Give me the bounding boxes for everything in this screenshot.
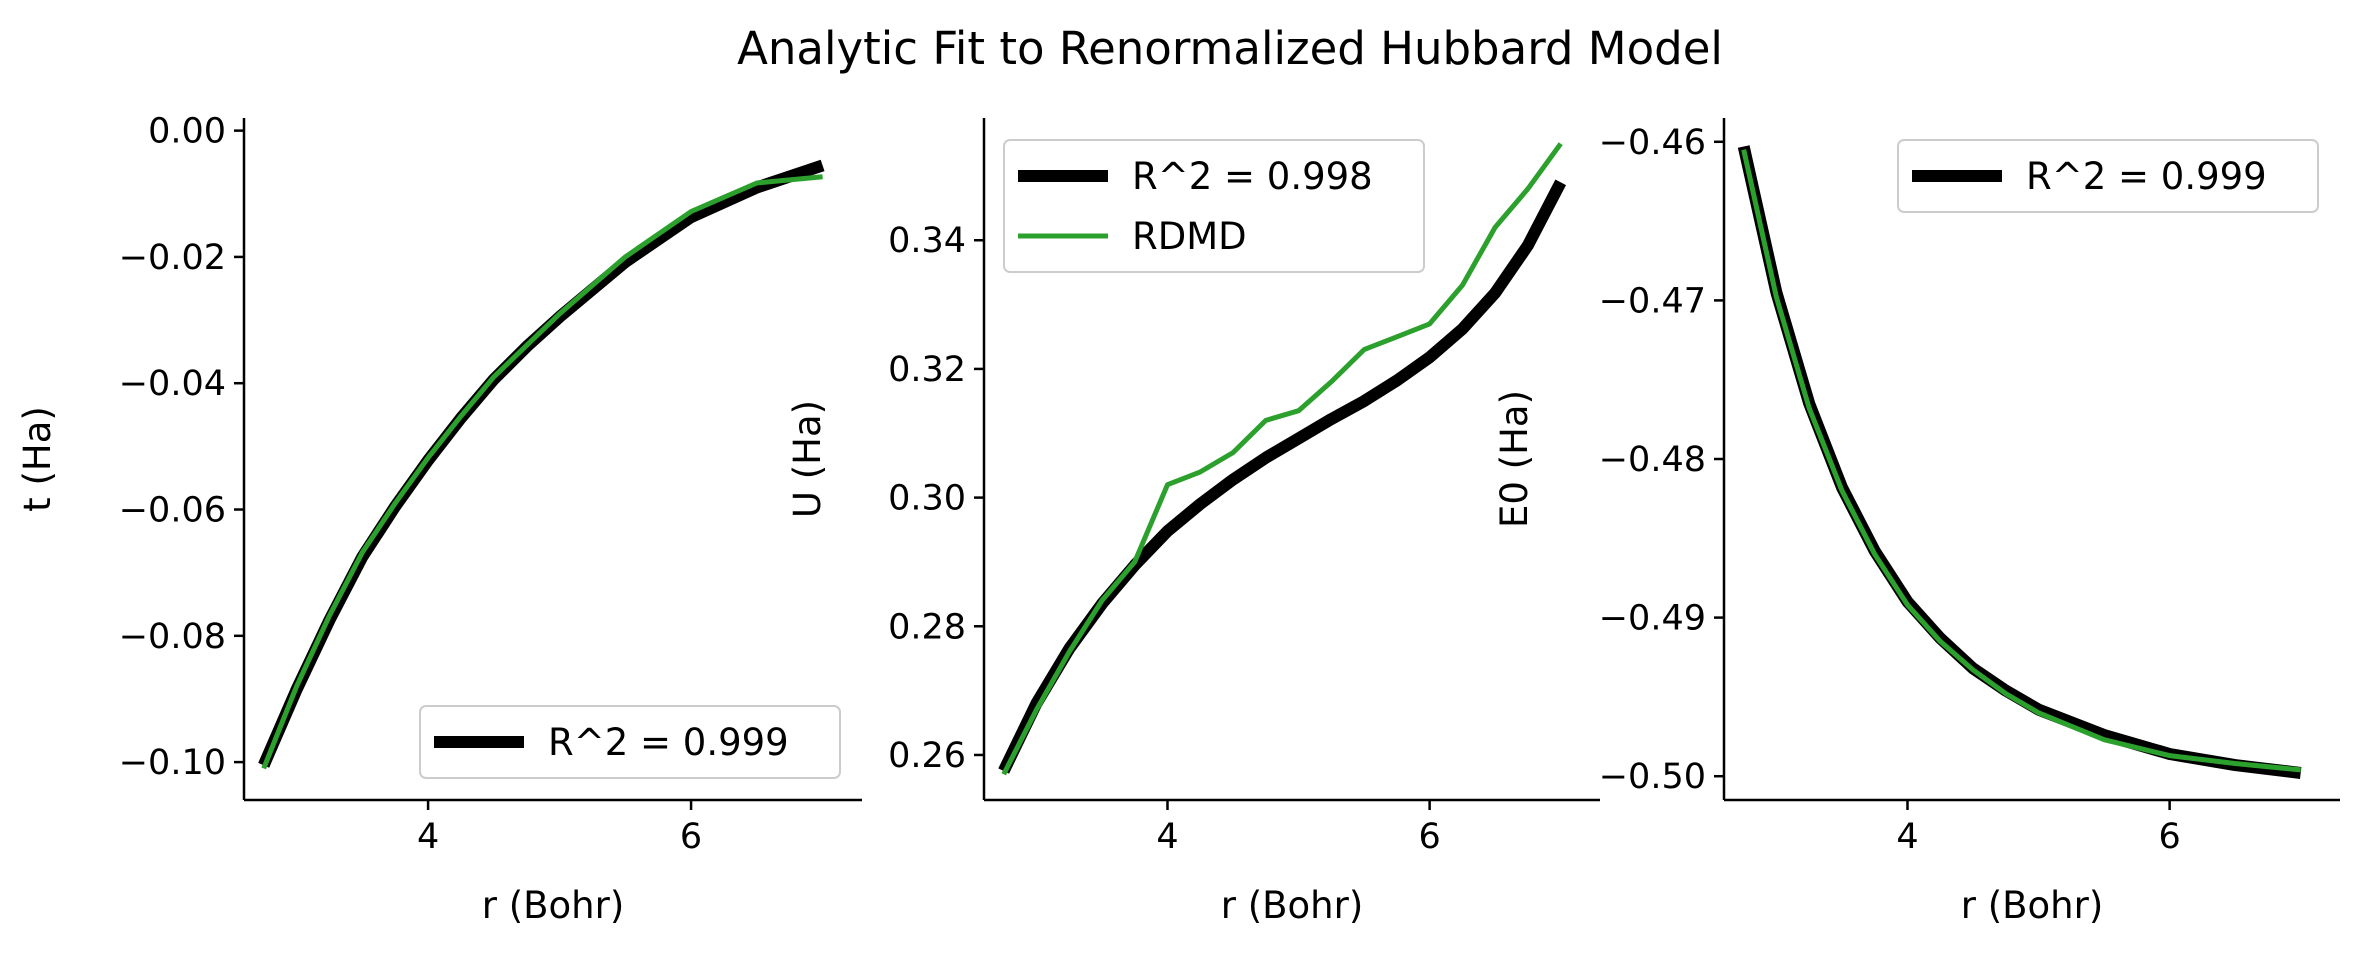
legend-label: R^2 = 0.999 bbox=[2026, 155, 2267, 198]
y-tick-label: −0.02 bbox=[119, 238, 226, 278]
y-tick-label: −0.10 bbox=[119, 743, 226, 783]
x-tick-label: 4 bbox=[417, 817, 439, 857]
legend-label: RDMD bbox=[1132, 215, 1247, 258]
x-axis-label: r (Bohr) bbox=[482, 884, 625, 927]
x-axis-label: r (Bohr) bbox=[1961, 884, 2104, 927]
x-tick-label: 6 bbox=[680, 817, 702, 857]
y-tick-label: −0.49 bbox=[1599, 599, 1706, 639]
y-tick-label: −0.50 bbox=[1599, 757, 1706, 797]
y-tick-label: −0.08 bbox=[119, 617, 226, 657]
y-tick-label: 0.32 bbox=[888, 350, 966, 390]
y-axis-label: U (Ha) bbox=[786, 400, 829, 518]
legend-frame bbox=[419, 705, 841, 779]
x-axis-label: r (Bohr) bbox=[1221, 884, 1364, 927]
legend: R^2 = 0.998 RDMD bbox=[1003, 139, 1425, 273]
y-tick-label: −0.46 bbox=[1599, 123, 1706, 163]
y-tick-label: 0.26 bbox=[888, 736, 966, 776]
x-tick-label: 6 bbox=[1418, 817, 1440, 857]
legend-frame bbox=[1003, 139, 1425, 273]
legend: R^2 = 0.999 bbox=[1897, 139, 2319, 213]
y-tick-label: −0.06 bbox=[119, 491, 226, 531]
panel-e0: 4 6 −0.50 −0.49 −0.48 −0.47 −0.46 r (Bohr) E0 (H… bbox=[1493, 118, 2340, 927]
figure-title: Analytic Fit to Renormalized Hubbard Mod… bbox=[737, 22, 1723, 75]
legend: R^2 = 0.999 bbox=[419, 705, 841, 779]
series-line-rdmd bbox=[1741, 149, 2301, 773]
y-tick-label: −0.04 bbox=[119, 364, 226, 404]
legend-label: R^2 = 0.998 bbox=[1132, 155, 1373, 198]
series-line-rdmd bbox=[261, 174, 823, 770]
panel-u: 4 6 0.26 0.28 0.30 0.32 0.34 r (Bohr) U (Ha) R^2 … bbox=[786, 118, 1600, 927]
legend-label: R^2 = 0.999 bbox=[548, 721, 789, 764]
panel-t: 4 6 −0.10 −0.08 −0.06 −0.04 −0.02 0.00 r (Bohr) t… bbox=[16, 112, 862, 927]
y-tick-label: −0.48 bbox=[1599, 440, 1706, 480]
y-axis-label: E0 (Ha) bbox=[1493, 390, 1536, 528]
y-tick-label: 0.00 bbox=[148, 112, 226, 152]
x-tick-label: 4 bbox=[1896, 817, 1918, 857]
y-tick-label: 0.34 bbox=[888, 221, 966, 261]
series-line-rdmd bbox=[1001, 142, 1563, 776]
y-tick-label: 0.30 bbox=[888, 479, 966, 519]
x-tick-label: 6 bbox=[2158, 817, 2180, 857]
y-tick-label: 0.28 bbox=[888, 607, 966, 647]
legend-frame bbox=[1897, 139, 2319, 213]
x-tick-label: 4 bbox=[1156, 817, 1178, 857]
y-tick-label: −0.47 bbox=[1599, 281, 1706, 321]
y-axis-label: t (Ha) bbox=[16, 406, 59, 512]
